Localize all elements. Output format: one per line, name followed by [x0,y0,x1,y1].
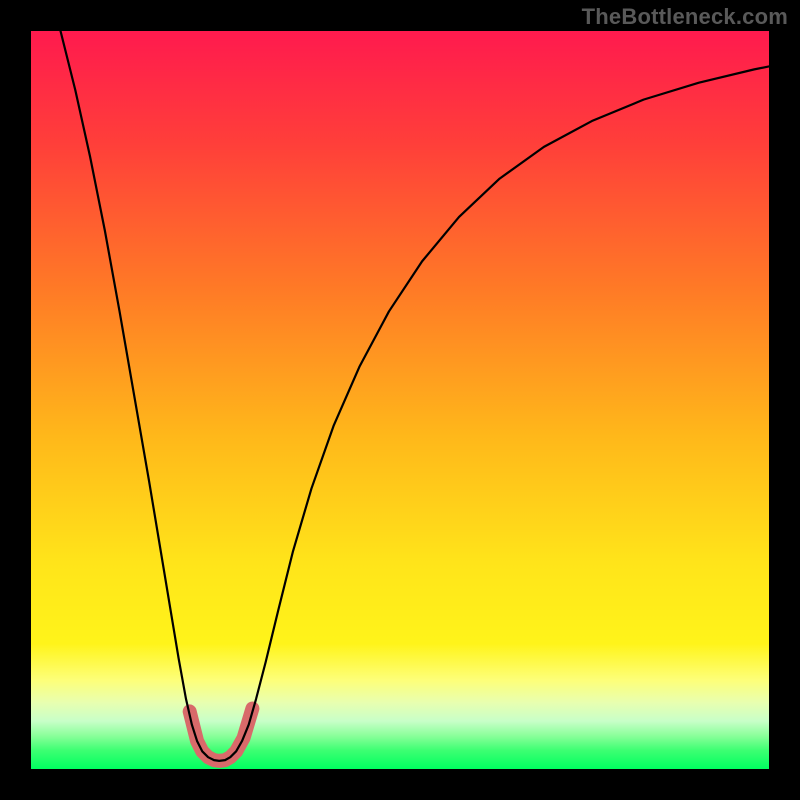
plot-area [31,31,769,769]
watermark-text: TheBottleneck.com [582,4,788,30]
gradient-background [31,31,769,769]
chart-svg [31,31,769,769]
chart-frame: TheBottleneck.com [0,0,800,800]
